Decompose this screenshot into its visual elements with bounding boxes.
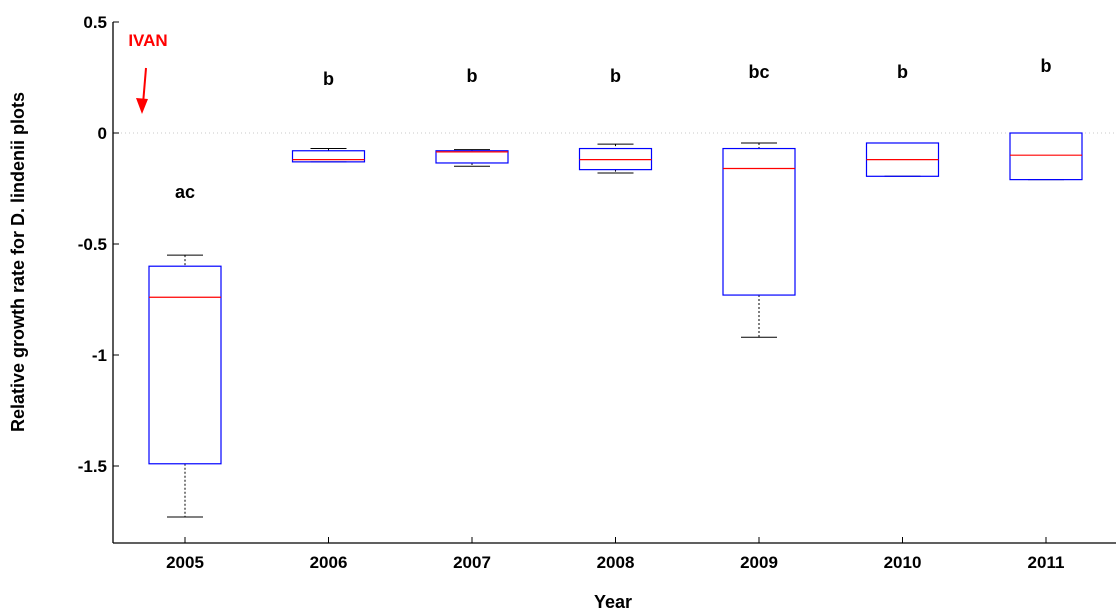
x-tick-label: 2010 [884,553,922,572]
x-axis-title: Year [594,592,632,612]
box-2006 [291,150,366,163]
x-tick-label: 2008 [597,553,635,572]
box-2007 [435,150,509,164]
x-tick-label: 2009 [740,553,778,572]
y-tick-label: -0.5 [78,235,107,254]
x-tick-label: 2006 [310,553,348,572]
significance-label: b [610,66,621,86]
x-tick-label: 2011 [1028,553,1065,572]
y-tick-label: -1.5 [78,457,107,476]
significance-label: bc [748,62,769,82]
y-tick-label: 0.5 [83,13,107,32]
y-axis-title: Relative growth rate for D. lindenii plo… [8,92,28,432]
x-tick-label: 2007 [453,553,491,572]
annotation-label: IVAN [128,31,167,50]
significance-label: b [897,62,908,82]
box-2011 [1009,132,1083,181]
significance-label: b [1041,56,1052,76]
y-tick-label: 0 [98,124,107,143]
significance-label: b [323,69,334,89]
x-tick-label: 2005 [166,553,204,572]
y-tick-label: -1 [92,346,107,365]
significance-label: ac [175,182,195,202]
box-2005 [148,265,222,465]
box-2009 [722,147,796,296]
annotation-arrow-shaft [142,67,147,105]
significance-label: b [467,66,478,86]
arrow-down-icon [136,98,148,114]
